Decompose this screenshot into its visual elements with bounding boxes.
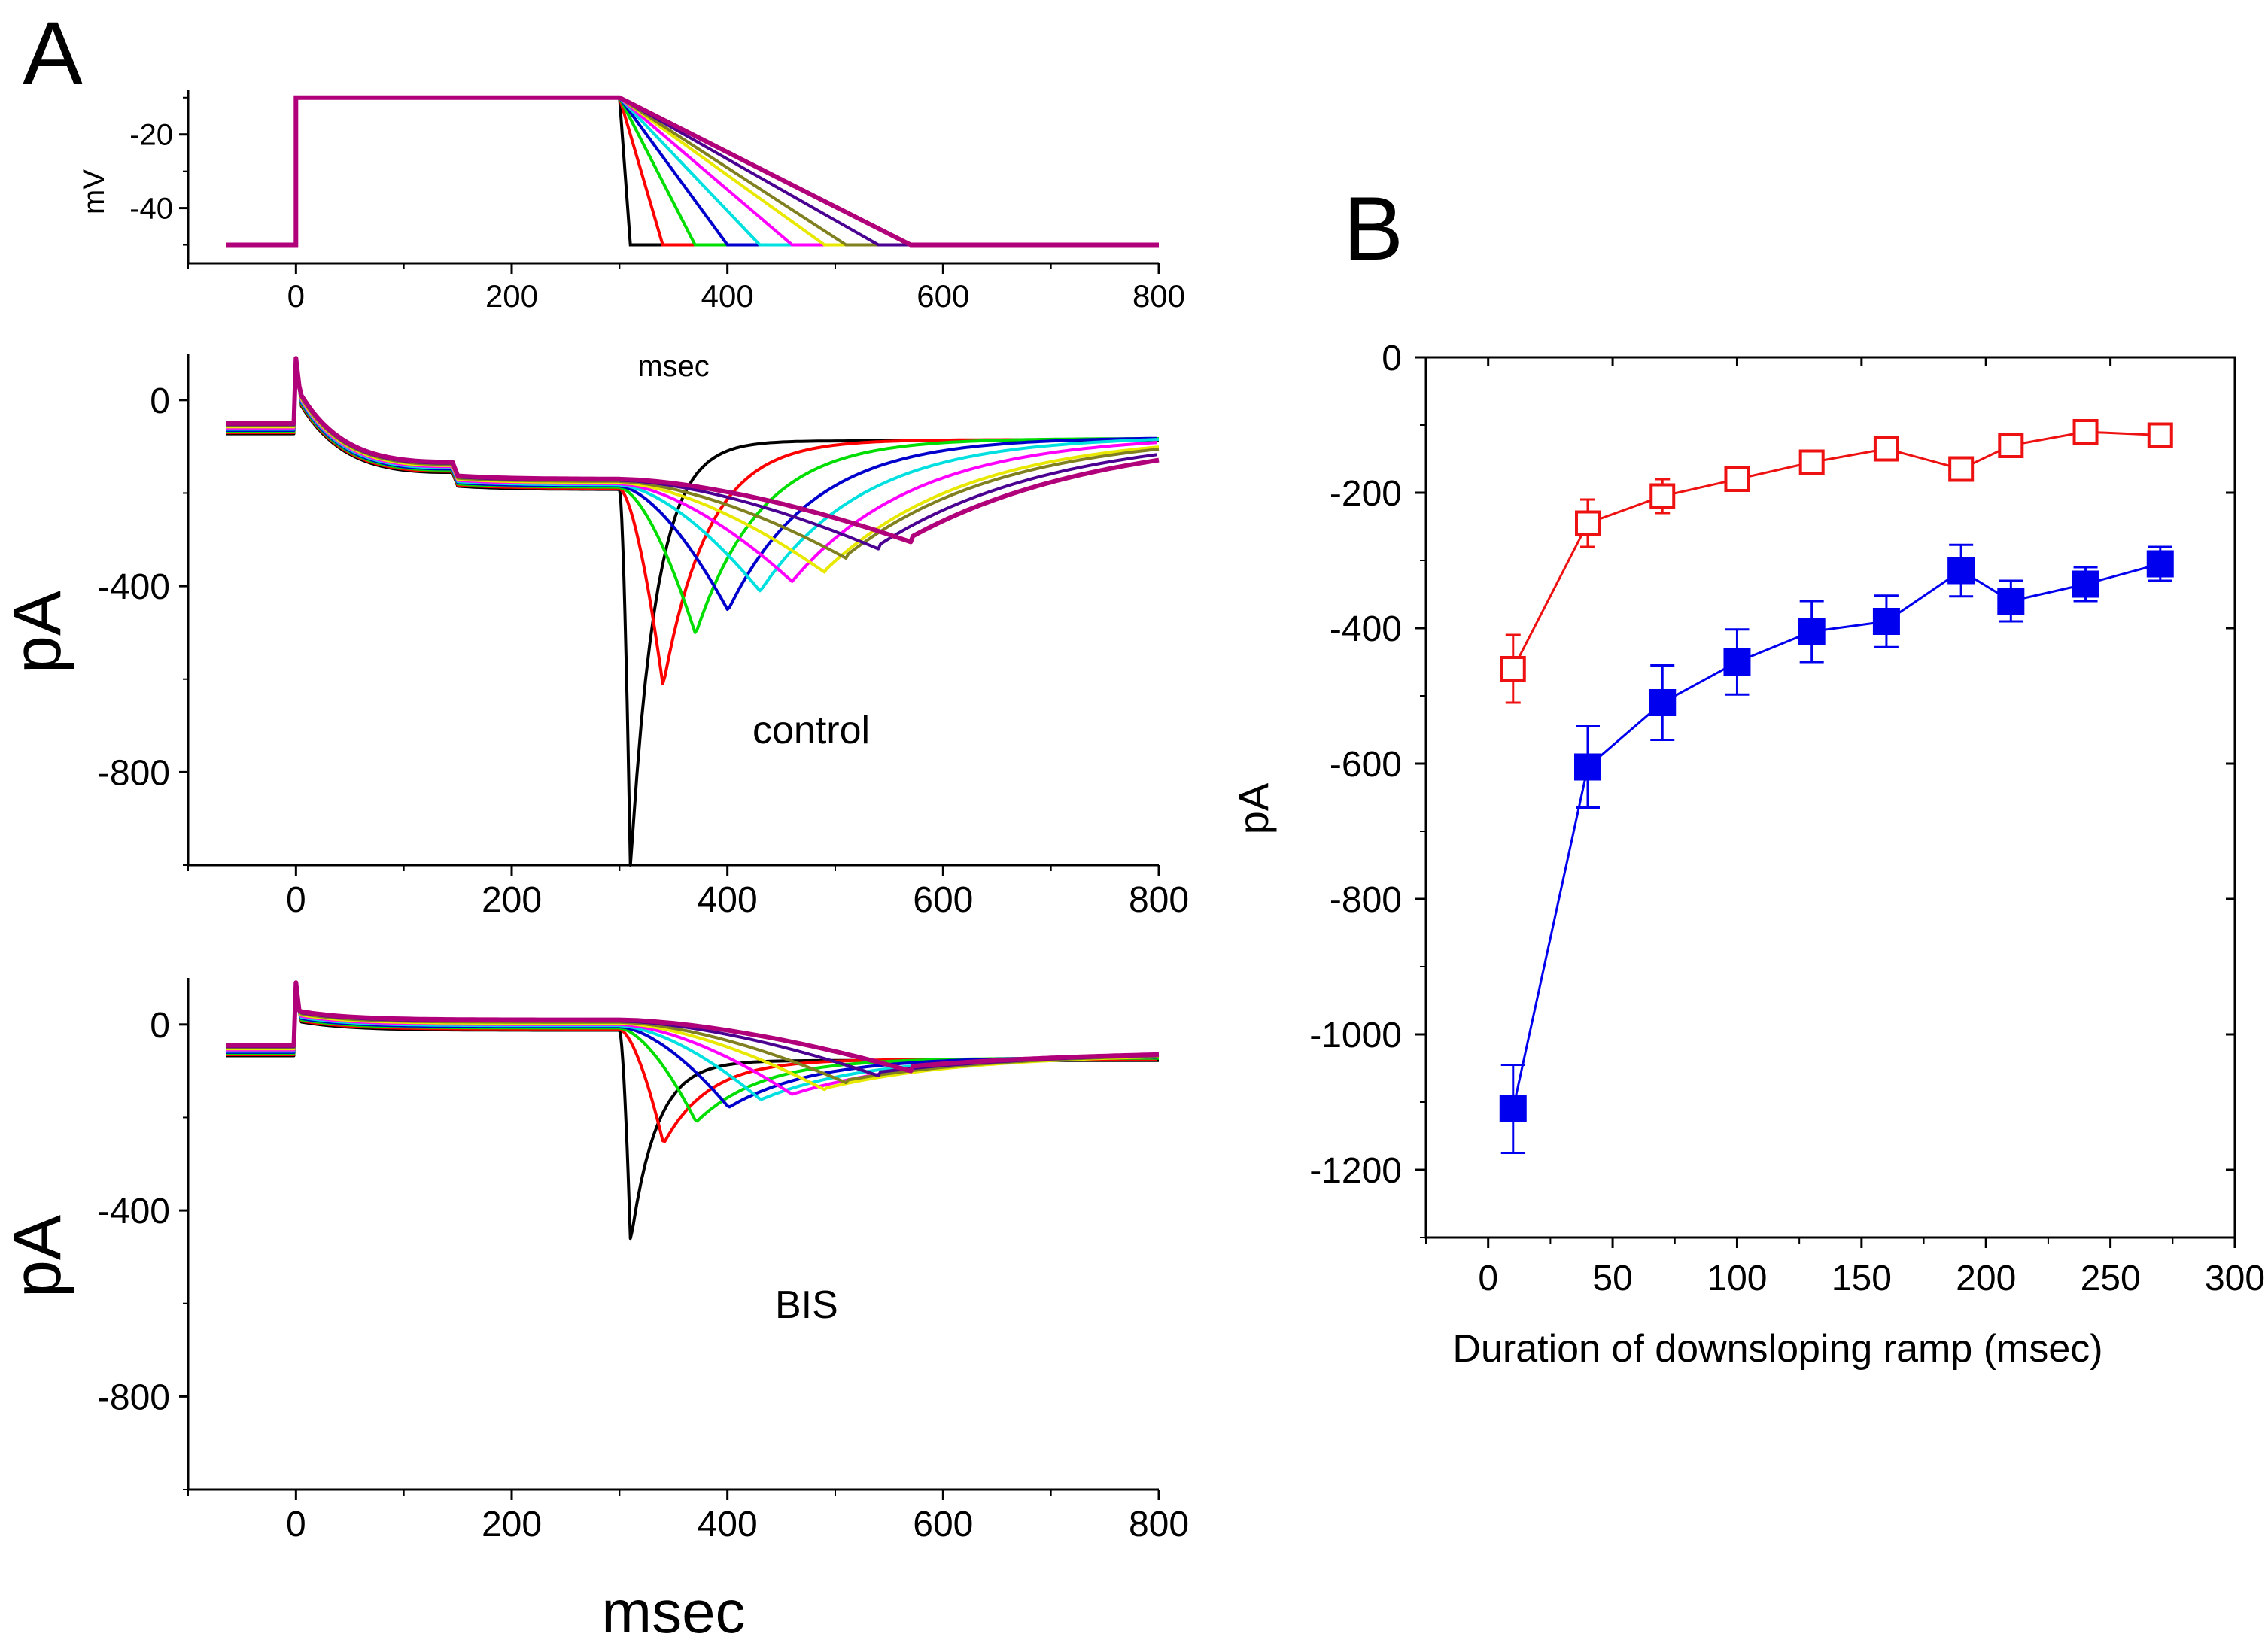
y-tick-label: 0	[150, 1006, 170, 1046]
y-tick-label: -800	[98, 1377, 170, 1417]
y-tick-label: -40	[129, 193, 173, 226]
voltage-trace-100ms	[226, 96, 1159, 247]
x-tick-label: 250	[2081, 1259, 2141, 1298]
current-trace-190ms	[226, 981, 1160, 1092]
data-point-open	[1948, 456, 1975, 482]
y-tick-label: -1000	[1309, 1016, 1402, 1055]
y-tick-label: 0	[150, 381, 170, 421]
x-tick-label: 400	[698, 1505, 758, 1544]
voltage-trace-10ms	[226, 96, 1159, 247]
y-axis-label: pA	[0, 1215, 75, 1298]
voltage-trace-40ms	[226, 96, 1159, 247]
y-axis-label: mV	[78, 169, 111, 214]
y-tick-label: -800	[98, 753, 170, 793]
y-tick-label: -400	[98, 567, 170, 607]
y-tick-label: 0	[1382, 339, 1402, 378]
x-tick-label: 400	[698, 880, 758, 920]
x-tick-label: 800	[1129, 1505, 1189, 1544]
x-tick-label: 200	[482, 880, 542, 920]
current-trace-100ms	[226, 981, 1157, 1109]
data-point-open	[2072, 419, 2099, 445]
current-trace-270ms	[226, 356, 1160, 545]
x-axis-label: msec	[637, 350, 710, 383]
data-point-filled	[1574, 753, 1601, 781]
bis-annotation: BIS	[775, 1283, 838, 1327]
voltage-trace-270ms	[226, 95, 1159, 248]
x-tick-label: 150	[1832, 1259, 1892, 1298]
voltage-trace-160ms	[226, 96, 1159, 247]
current-trace-270ms	[226, 980, 1160, 1074]
x-tick-label: 800	[1129, 880, 1189, 920]
control-annotation: control	[752, 709, 870, 752]
x-tick-label: 600	[913, 1505, 973, 1544]
x-tick-label: 0	[1478, 1259, 1498, 1298]
bis-current-panel: BIS 0 -400 -800 0 200 400 600 800 pA msec	[0, 978, 1189, 1645]
data-point-filled	[1723, 648, 1751, 676]
panel-label-b: B	[1343, 178, 1403, 279]
data-point-filled	[1872, 608, 1900, 635]
data-point-open	[1575, 510, 1601, 536]
y-tick-label: -400	[1330, 609, 1402, 649]
data-point-open	[1500, 656, 1526, 682]
x-tick-label: 400	[701, 278, 754, 314]
y-tick-label: -1200	[1309, 1151, 1402, 1191]
x-tick-label: 300	[2205, 1259, 2265, 1298]
x-tick-label: 0	[287, 278, 305, 314]
data-point-filled	[2072, 570, 2099, 598]
data-point-open	[2147, 422, 2173, 448]
x-tick-label: 200	[482, 1505, 542, 1544]
x-tick-label: 0	[286, 880, 306, 920]
voltage-protocol-panel: -20 -40 0 200 400 600 800 mV msec	[78, 90, 1185, 383]
data-point-filled	[1997, 588, 2025, 615]
voltage-trace-130ms	[226, 96, 1159, 247]
voltage-trace-210ms	[226, 96, 1159, 247]
y-tick-label: -600	[1330, 745, 1402, 785]
x-tick-label: 200	[485, 278, 538, 314]
x-tick-label: 600	[917, 278, 969, 314]
x-tick-label: 800	[1132, 278, 1185, 314]
panel-label-a: A	[23, 3, 83, 104]
current-trace-190ms	[226, 357, 1160, 574]
series-line-0	[1512, 563, 2161, 1110]
plot-frame	[1424, 356, 2236, 1239]
x-tick-label: 600	[913, 880, 973, 920]
x-axis-label: msec	[601, 1578, 745, 1645]
summary-panel: 0 -200 -400 -600 -800 -1000 -1200 0 50 100 150 200 2…	[1230, 339, 2265, 1371]
data-point-open	[1998, 433, 2024, 458]
data-point-filled	[2146, 550, 2174, 578]
x-tick-label: 100	[1707, 1259, 1767, 1298]
voltage-trace-190ms	[226, 96, 1159, 247]
voltage-trace-240ms	[226, 96, 1159, 247]
y-tick-label: -20	[129, 119, 173, 152]
control-current-panel: control 0 -400 -800 0 200 400 600 800 pA	[0, 354, 1189, 920]
data-point-open	[1873, 436, 1899, 462]
voltage-trace-70ms	[226, 96, 1159, 247]
x-tick-label: 50	[1592, 1259, 1632, 1298]
x-axis-label: Duration of downsloping ramp (msec)	[1452, 1327, 2102, 1371]
series-line-1	[1512, 430, 2160, 670]
data-point-filled	[1798, 618, 1826, 645]
data-point-filled	[1947, 557, 1975, 585]
data-point-open	[1649, 483, 1676, 509]
y-axis-label: pA	[1230, 782, 1277, 834]
data-point-open	[1798, 449, 1825, 475]
x-tick-label: 0	[286, 1505, 306, 1544]
y-tick-label: -200	[1330, 474, 1402, 514]
data-point-open	[1724, 466, 1750, 492]
y-tick-label: -400	[98, 1192, 170, 1231]
data-point-filled	[1499, 1095, 1527, 1122]
y-tick-label: -800	[1330, 880, 1402, 920]
current-trace-10ms	[226, 357, 1159, 867]
y-axis-label: pA	[0, 591, 75, 673]
x-tick-label: 200	[1956, 1259, 2016, 1298]
data-point-filled	[1649, 689, 1677, 716]
